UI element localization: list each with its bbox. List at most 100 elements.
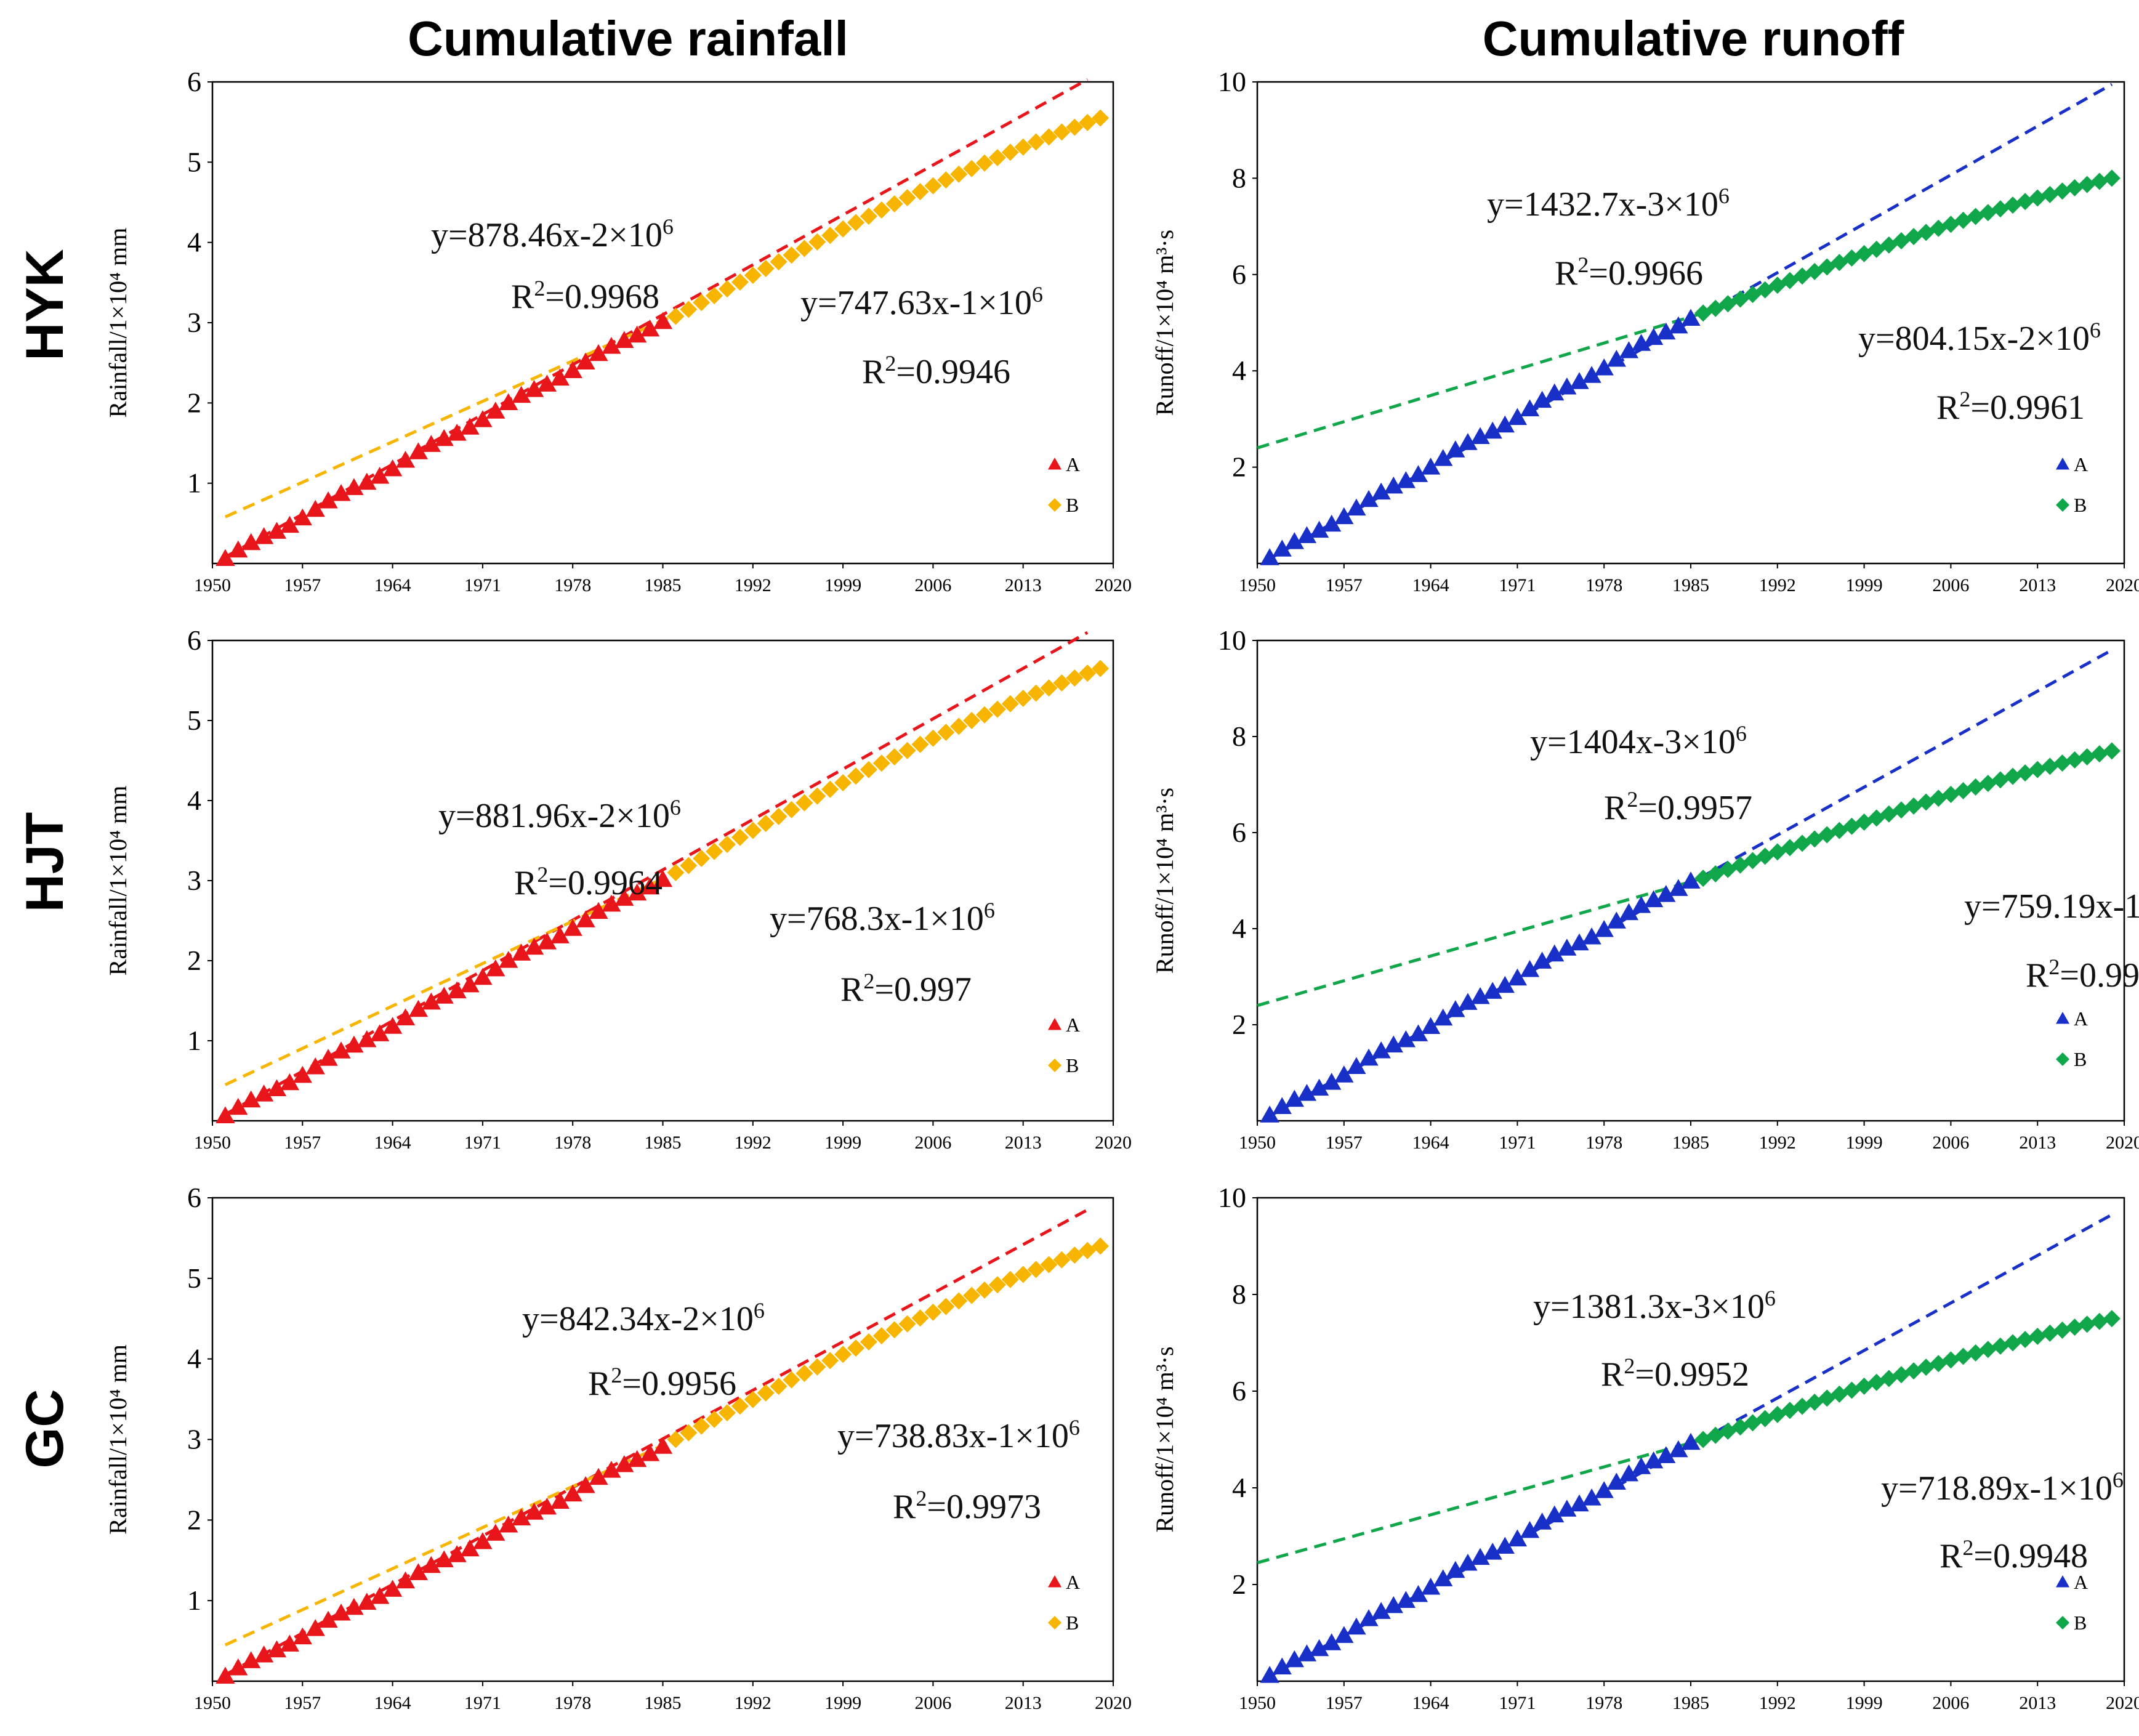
data-point-b [834, 220, 852, 238]
data-point-b [1053, 674, 1071, 692]
data-point-a [1669, 316, 1688, 334]
x-tick-label: 2020 [2106, 1132, 2139, 1153]
data-point-b [1040, 128, 1058, 146]
data-point-a [1681, 871, 1701, 889]
legend-label-b: B [1066, 1612, 1079, 1634]
r-squared-symbol: R [2026, 956, 2049, 995]
data-point-a [1458, 433, 1478, 450]
data-point-a [614, 331, 634, 348]
y-tick-label: 8 [1232, 1278, 1246, 1310]
equation-exponent: 6 [984, 898, 995, 923]
data-point-b [1014, 1266, 1032, 1283]
x-tick-label: 1957 [1326, 1693, 1363, 1713]
x-tick-label: 2006 [914, 1132, 951, 1153]
data-point-b [808, 233, 826, 251]
data-point-b [1066, 118, 1084, 136]
y-tick-label: 10 [1218, 66, 1246, 97]
chart-gc-runoff: 1950 1957 1964 1971 1978 1985 1992 1999 2006 2013… [1151, 1182, 2139, 1713]
data-point-a [1606, 349, 1626, 367]
data-point-a [318, 491, 338, 509]
data-point-a [344, 1035, 364, 1053]
data-point-a [614, 1455, 634, 1472]
data-point-a [640, 319, 660, 337]
y-tick-label: 10 [1218, 624, 1246, 656]
legend-label-a: A [1066, 453, 1080, 475]
r-squared-value: =0.997 [874, 971, 972, 1009]
y-tick-label: 6 [1232, 1375, 1246, 1407]
data-point-a [1545, 1505, 1565, 1523]
data-point-b [2004, 1334, 2021, 1352]
data-point-a [1483, 1543, 1502, 1560]
y-tick-label: 2 [1232, 1009, 1246, 1040]
data-point-b [1991, 200, 2009, 218]
x-tick-label: 1985 [645, 1693, 682, 1713]
data-point-a [1334, 1065, 1354, 1083]
data-point-a [241, 533, 261, 551]
data-point-b [976, 154, 993, 172]
x-tick-label: 1957 [284, 575, 321, 595]
data-point-a [1272, 1657, 1292, 1675]
data-point-a [267, 522, 287, 539]
equation-text: y=878.46x-2×10 [431, 216, 663, 254]
data-point-b [680, 857, 698, 874]
x-tick-label: 1978 [1585, 1693, 1622, 1713]
fit-equation-a: y=1432.7x-3×106 [1487, 184, 1730, 224]
data-point-a [1557, 1500, 1577, 1517]
r-squared-symbol: R [1601, 1355, 1624, 1394]
data-point-a [1458, 993, 1478, 1010]
legend-marker-b [2056, 498, 2069, 512]
r-squared-value: =0.9961 [1970, 389, 2085, 427]
data-point-a [280, 515, 300, 533]
data-point-b [988, 1276, 1006, 1294]
data-point-a [1631, 895, 1651, 913]
legend-label-b: B [1066, 1054, 1079, 1076]
data-point-a [640, 1444, 660, 1461]
data-point-a [499, 393, 518, 411]
r-squared-symbol: R [511, 278, 534, 316]
equation-exponent: 6 [1765, 1286, 1776, 1310]
equation-text: y=738.83x-1×10 [837, 1417, 1069, 1455]
data-point-a [537, 1497, 557, 1515]
y-tick-label: 5 [187, 146, 201, 177]
r-squared-exponent: 2 [2048, 955, 2060, 979]
y-tick-label: 4 [1232, 1472, 1246, 1503]
data-point-a [305, 1619, 325, 1636]
data-point-b [719, 836, 736, 854]
data-point-a [1408, 1024, 1428, 1041]
r-squared-value: =0.9957 [1638, 789, 1752, 827]
data-point-b [937, 724, 955, 741]
data-point-a [228, 1658, 248, 1676]
equation-text: y=747.63x-1×10 [800, 284, 1032, 322]
data-point-a [1433, 1569, 1453, 1586]
equation-text: y=1381.3x-3×10 [1533, 1288, 1765, 1326]
fit-equation-b: y=804.15x-2×106 [1858, 318, 2101, 358]
fit-line-b [1257, 876, 1704, 1007]
data-point-a [267, 1079, 287, 1096]
equation-exponent: 6 [670, 795, 681, 820]
data-point-a [1396, 1591, 1416, 1608]
legend-label-b: B [2074, 494, 2087, 516]
fit-equation-a: y=842.34x-2×106 [522, 1298, 765, 1338]
data-point-b [988, 700, 1006, 718]
col-title-runoff: Cumulative runoff [1483, 11, 1904, 66]
y-axis-label: Runoff/1×10⁴ m³·s [1151, 1346, 1178, 1532]
row-label-gc: GC [15, 1389, 75, 1469]
data-point-b [950, 165, 968, 183]
data-point-b [898, 189, 916, 207]
data-point-a [421, 435, 441, 452]
data-point-a [1371, 1041, 1391, 1059]
data-point-b [796, 794, 813, 812]
data-point-a [1631, 334, 1651, 351]
r-squared-value: =0.9956 [622, 1365, 736, 1403]
data-point-a [1545, 383, 1565, 401]
data-point-b [950, 717, 968, 735]
equation-exponent: 6 [1032, 282, 1043, 307]
data-point-a [1322, 1073, 1342, 1090]
data-point-a [421, 1556, 441, 1573]
r-squared-symbol: R [588, 1365, 611, 1403]
data-point-a [473, 1532, 493, 1549]
data-point-b [2090, 172, 2108, 190]
data-point-a [318, 1049, 338, 1066]
r-squared-symbol: R [1936, 389, 1960, 427]
data-point-a [1532, 390, 1552, 408]
